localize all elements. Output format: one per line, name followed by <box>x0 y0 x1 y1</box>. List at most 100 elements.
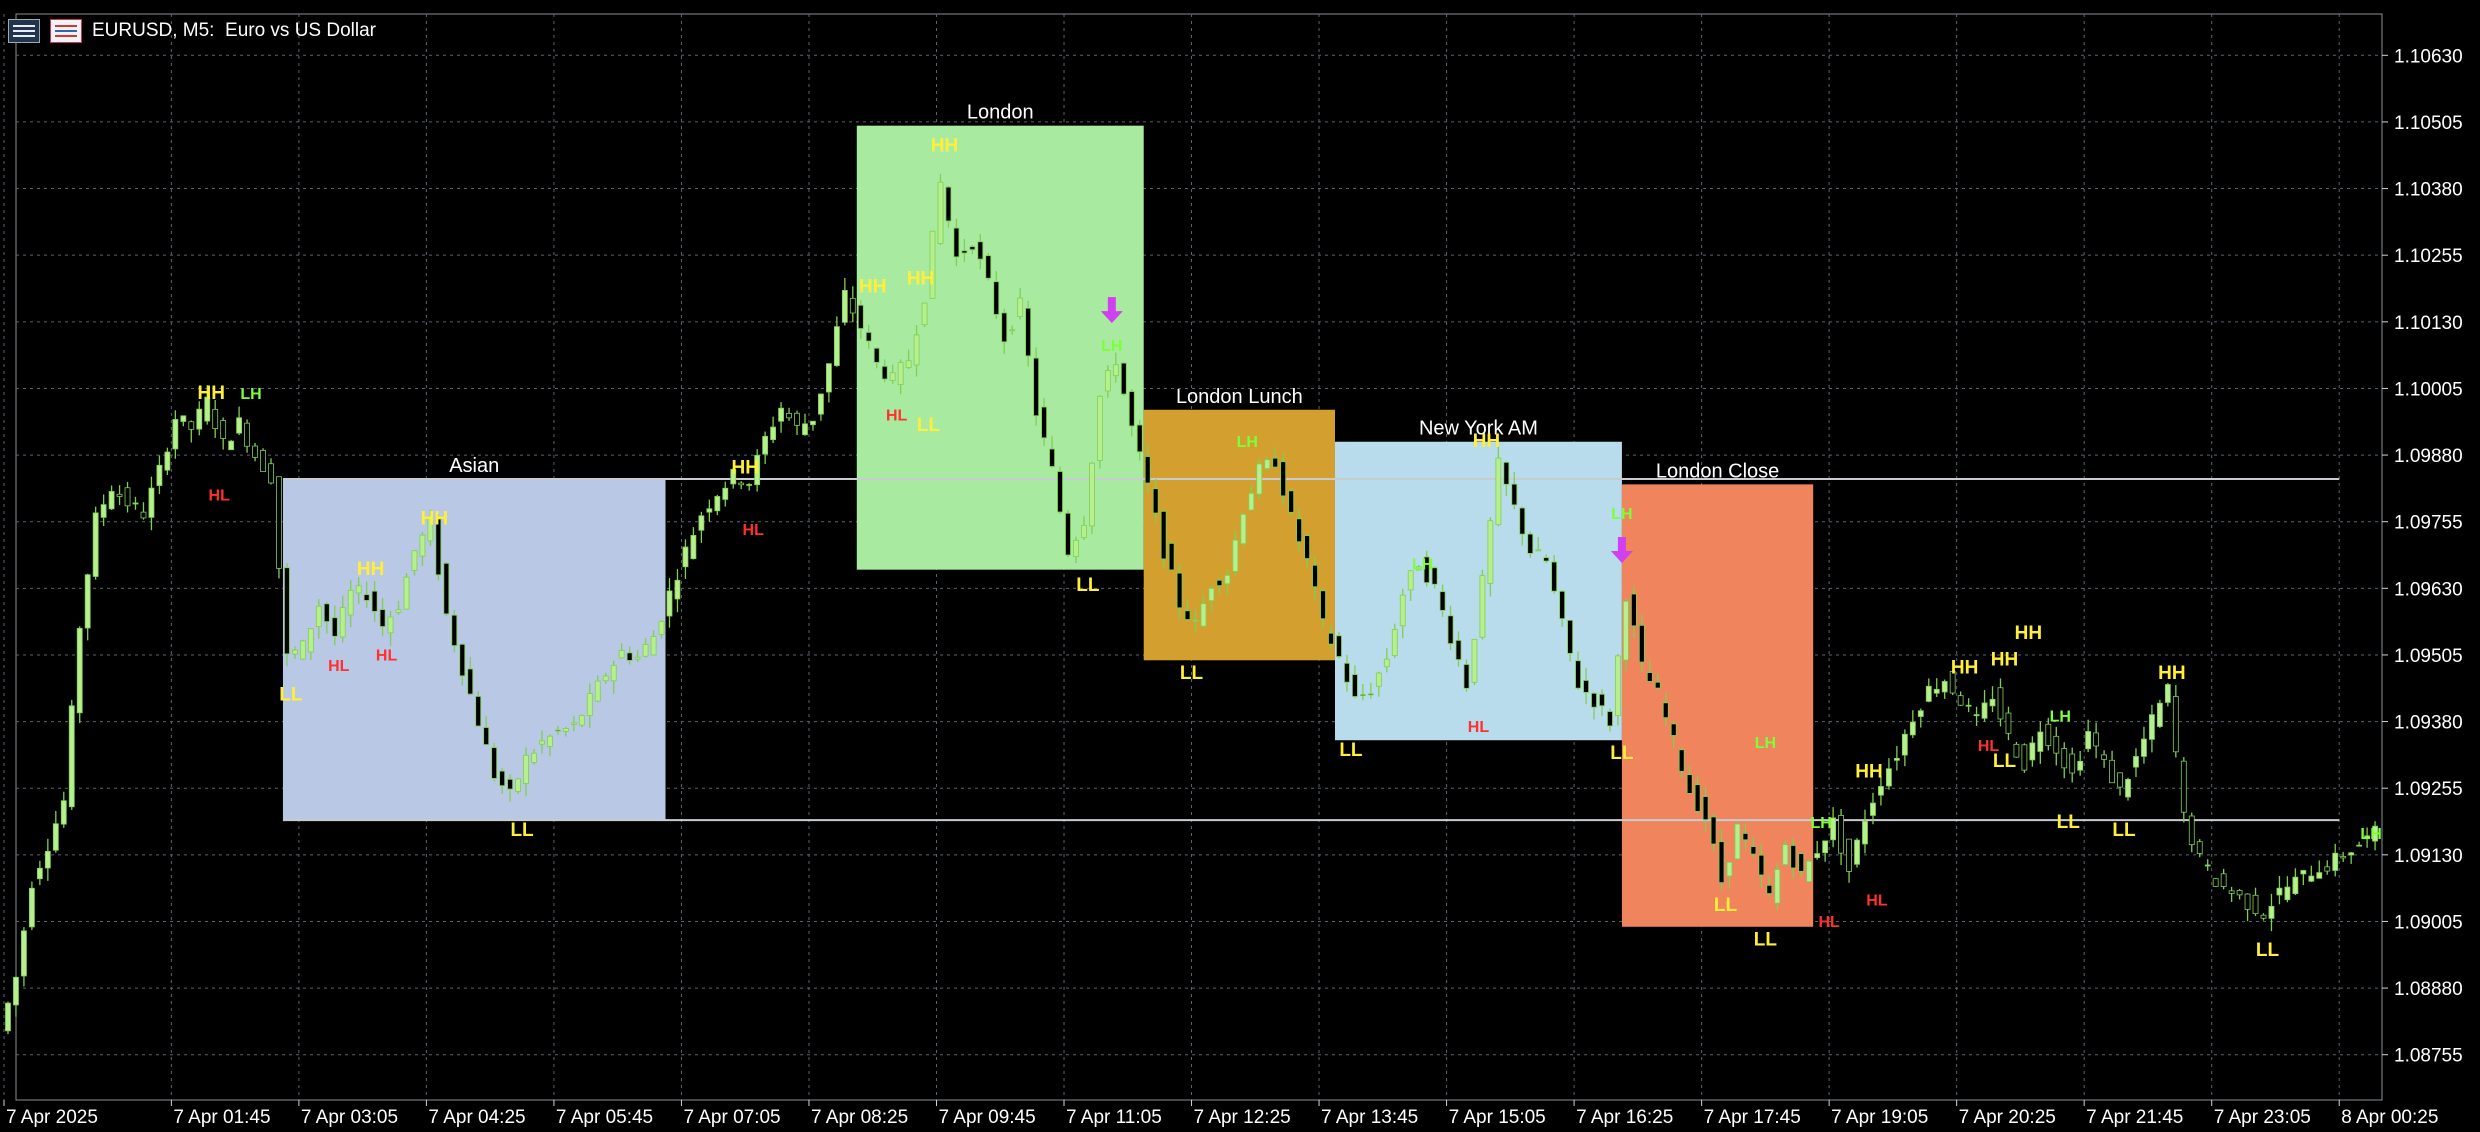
candle <box>1304 535 1310 559</box>
candle <box>204 396 211 422</box>
candle <box>244 422 250 447</box>
candle <box>794 412 800 426</box>
candle <box>108 491 115 510</box>
candle <box>818 393 824 415</box>
candle <box>1878 786 1884 796</box>
candle <box>21 930 27 977</box>
candle <box>953 227 960 258</box>
candle <box>1686 774 1693 794</box>
candle <box>268 463 274 484</box>
candle <box>2037 731 2044 752</box>
candle <box>658 620 665 635</box>
candle <box>1423 556 1430 583</box>
candle <box>2013 743 2020 758</box>
candle <box>642 643 649 657</box>
candle <box>1089 462 1095 527</box>
x-tick-label: 7 Apr 09:45 <box>938 1107 1035 1128</box>
candle <box>124 487 131 507</box>
y-tick-label: 1.10130 <box>2394 313 2463 334</box>
candle <box>1599 693 1605 707</box>
swing-label-hl: HL <box>328 658 350 675</box>
candle <box>212 408 219 430</box>
candle <box>547 735 553 747</box>
candle <box>1973 714 1980 717</box>
candle <box>1846 838 1852 872</box>
candle <box>1567 619 1574 654</box>
swing-label-lh: LH <box>2360 826 2381 843</box>
candle <box>276 476 282 569</box>
candle <box>2308 875 2315 882</box>
candle <box>1615 655 1621 716</box>
x-tick-label: 7 Apr 13:45 <box>1321 1107 1418 1128</box>
candle <box>1750 846 1757 855</box>
swing-label-ll: LL <box>2057 812 2081 833</box>
candle <box>196 408 203 430</box>
candle <box>2085 731 2092 750</box>
candle <box>1838 815 1844 854</box>
candle <box>92 512 99 577</box>
candle <box>60 800 67 825</box>
candle <box>690 534 697 560</box>
candle <box>260 450 266 472</box>
candle <box>84 574 91 629</box>
candle <box>1136 424 1143 453</box>
session-box[interactable] <box>1334 441 1622 741</box>
candle <box>738 482 745 486</box>
candle <box>1893 757 1900 761</box>
session-box[interactable] <box>1143 409 1335 661</box>
session-box[interactable] <box>856 125 1144 570</box>
y-tick-label: 1.10380 <box>2394 180 2463 201</box>
swing-label-hh: HH <box>1991 650 2018 671</box>
candle <box>770 426 777 441</box>
candle <box>363 594 370 601</box>
candle <box>810 420 816 426</box>
candle <box>1391 629 1398 657</box>
candle <box>531 752 537 763</box>
candle <box>2284 886 2291 901</box>
candle <box>1925 685 1932 702</box>
candle <box>2053 735 2060 754</box>
candle <box>435 518 442 576</box>
candle <box>1575 660 1581 689</box>
candle <box>969 246 976 251</box>
swing-label-lh: LH <box>1755 735 1776 752</box>
candle <box>1128 391 1135 427</box>
candle <box>236 417 243 434</box>
chart-list-icon[interactable] <box>8 19 40 43</box>
candle <box>1901 733 1908 756</box>
candle <box>76 627 83 714</box>
session-box[interactable] <box>1621 484 1814 927</box>
swing-label-ll: LL <box>1754 929 1778 950</box>
candle <box>180 415 187 422</box>
swing-label-hh: HH <box>731 458 758 479</box>
candle <box>2348 852 2355 856</box>
y-tick-label: 1.09380 <box>2394 713 2463 734</box>
candle <box>1862 820 1868 845</box>
swing-label-hl: HL <box>886 407 908 424</box>
candle <box>1957 695 1964 706</box>
candle <box>2005 712 2012 734</box>
candle <box>307 628 314 653</box>
trading-icon[interactable] <box>50 19 82 43</box>
candle <box>1886 768 1892 787</box>
candle <box>52 823 59 851</box>
session-box[interactable] <box>282 479 666 821</box>
x-tick-label: 7 Apr 01:45 <box>173 1107 270 1128</box>
candle <box>2125 778 2131 798</box>
candle <box>156 464 163 486</box>
candle <box>1415 566 1422 571</box>
candle <box>1320 590 1326 620</box>
candle <box>539 740 545 745</box>
candle <box>1607 711 1613 727</box>
candle <box>1272 457 1279 468</box>
candle <box>634 656 641 660</box>
swing-label-hh: HH <box>1473 431 1500 452</box>
candle <box>1296 518 1303 543</box>
swing-label-hh: HH <box>931 135 958 156</box>
candle <box>1312 564 1318 588</box>
candle <box>467 668 474 695</box>
candle <box>985 255 992 279</box>
candle <box>562 728 569 732</box>
swing-label-hl: HL <box>209 487 231 504</box>
